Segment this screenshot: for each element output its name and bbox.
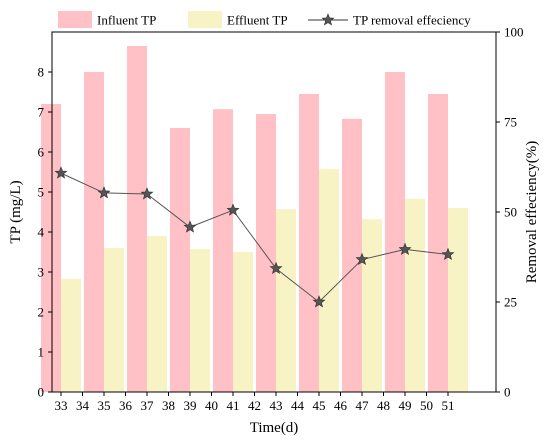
removal-point-33 — [54, 166, 68, 179]
bar-influent-41 — [213, 109, 233, 392]
bar-influent-33 — [41, 104, 61, 392]
x-tick-label-36: 36 — [119, 398, 133, 413]
y-tick-label-2: 2 — [38, 305, 45, 320]
bar-effluent-39 — [190, 249, 210, 392]
legend-label-effluent: Effluent TP — [227, 13, 288, 28]
x-tick-label-42: 42 — [248, 398, 261, 413]
y2-axis-title: Removal effeciency(%) — [524, 141, 540, 284]
x-axis-title: Time(d) — [250, 420, 299, 436]
bar-effluent-41 — [233, 252, 253, 392]
removal-point-35 — [97, 186, 111, 199]
bar-influent-39 — [170, 128, 190, 392]
x-tick-label-51: 51 — [442, 398, 455, 413]
bar-effluent-33 — [61, 278, 81, 392]
bar-influent-47 — [342, 118, 362, 393]
y2-tick-label-50: 50 — [504, 205, 517, 220]
removal-point-43 — [269, 261, 283, 275]
x-tick-label-38: 38 — [162, 398, 175, 413]
x-tick-label-39: 39 — [184, 398, 197, 413]
bar-effluent-49 — [405, 198, 425, 392]
x-tick-label-33: 33 — [55, 398, 68, 413]
x-tick-label-46: 46 — [334, 398, 348, 413]
bar-influent-37 — [127, 46, 147, 392]
y-axis-title: TP (mg/L) — [8, 180, 24, 243]
y2-tick-label-25: 25 — [504, 295, 517, 310]
x-tick-label-50: 50 — [420, 398, 433, 413]
removal-line-layer — [54, 166, 455, 308]
removal-point-49 — [398, 242, 412, 255]
y-tick-label-1: 1 — [38, 345, 45, 360]
x-tick-label-35: 35 — [98, 398, 111, 413]
x-tick-label-44: 44 — [291, 398, 305, 413]
bar-effluent-45 — [319, 168, 339, 392]
x-tick-label-37: 37 — [141, 398, 155, 413]
bar-influent-51 — [428, 94, 448, 392]
legend-star-icon — [321, 13, 335, 26]
x-tick-label-45: 45 — [313, 398, 326, 413]
legend-swatch-influent — [58, 11, 92, 28]
x-tick-label-34: 34 — [76, 398, 90, 413]
x-tick-label-48: 48 — [377, 398, 390, 413]
bar-effluent-51 — [448, 208, 468, 392]
y2-tick-label-0: 0 — [504, 385, 511, 400]
removal-point-47 — [355, 252, 369, 266]
removal-point-41 — [226, 203, 240, 216]
y-tick-label-5: 5 — [38, 185, 45, 200]
bar-influent-49 — [385, 72, 405, 392]
bar-influent-45 — [299, 94, 319, 392]
x-tick-label-40: 40 — [205, 398, 218, 413]
bar-effluent-35 — [104, 248, 124, 392]
legend-label-efficiency: TP removal effeciency — [353, 13, 471, 28]
bars-layer — [41, 46, 468, 393]
bar-effluent-47 — [362, 219, 382, 392]
y-tick-label-6: 6 — [38, 145, 45, 160]
x-tick-label-43: 43 — [270, 398, 283, 413]
removal-point-39 — [183, 220, 197, 233]
y2-tick-label-100: 100 — [504, 25, 524, 40]
bar-effluent-37 — [147, 236, 167, 392]
bar-influent-35 — [84, 72, 104, 392]
y2-tick-label-75: 75 — [504, 115, 517, 130]
y-tick-label-7: 7 — [38, 105, 45, 120]
removal-efficiency-line — [60, 172, 449, 303]
legend-label-influent: Influent TP — [97, 13, 156, 28]
x-tick-label-41: 41 — [227, 398, 240, 413]
x-tick-label-49: 49 — [399, 398, 412, 413]
removal-point-45 — [312, 295, 326, 308]
bar-influent-43 — [256, 114, 276, 392]
axes-layer: 33 34 35 36 37 38 39 40 41 42 43 44 45 46 47 48 49 50 5101… — [38, 25, 524, 414]
legend: Influent TP Effluent TP TP removal effecie… — [58, 11, 471, 28]
y-tick-label-4: 4 — [38, 225, 45, 240]
y-tick-label-0: 0 — [38, 385, 45, 400]
removal-point-51 — [441, 247, 455, 260]
removal-point-37 — [140, 187, 154, 200]
y-tick-label-8: 8 — [38, 65, 45, 80]
y-tick-label-3: 3 — [38, 265, 45, 280]
legend-swatch-effluent — [188, 11, 222, 28]
x-tick-label-47: 47 — [356, 398, 370, 413]
bar-effluent-43 — [276, 209, 296, 392]
